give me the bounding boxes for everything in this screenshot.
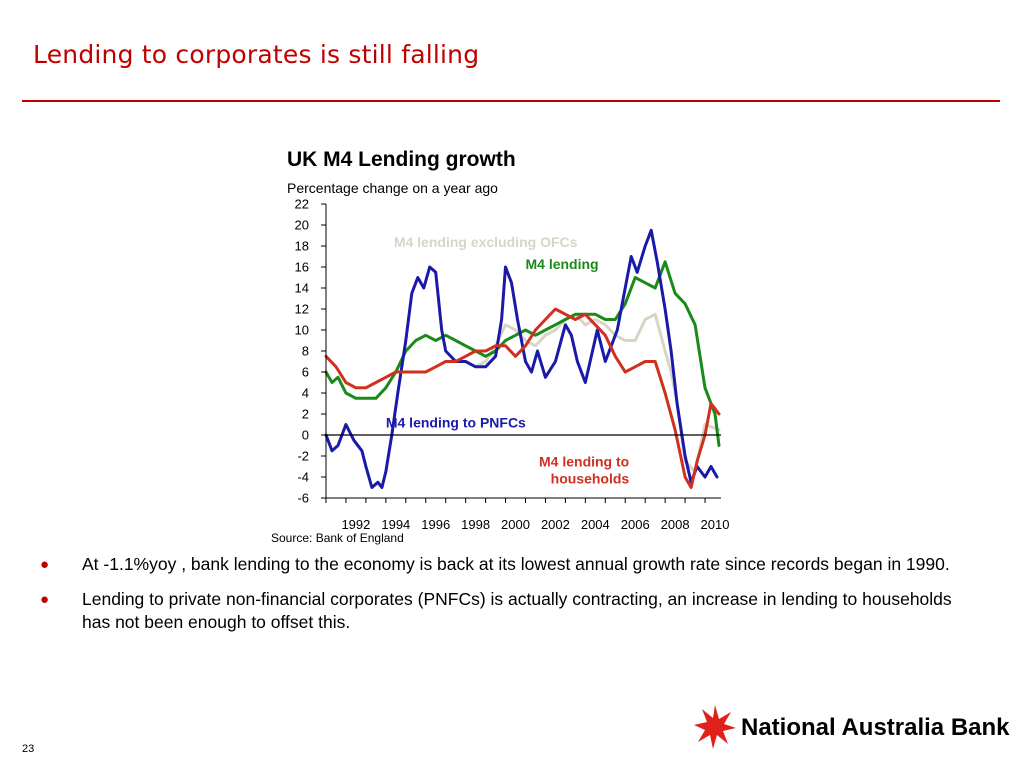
x-tick-label: 1994 [381, 517, 410, 532]
y-tick-label: 14 [295, 281, 309, 296]
nab-logo: National Australia Bank [693, 704, 1010, 750]
y-tick-label: -2 [297, 449, 309, 464]
slide-title: Lending to corporates is still falling [33, 40, 480, 69]
y-tick-label: 2 [302, 407, 309, 422]
series-label-2: M4 lending [525, 256, 598, 272]
label-layer: M4 lending excluding OFCs M4 lending M4 le… [386, 234, 630, 486]
x-tick-label: 2002 [541, 517, 570, 532]
x-tick-label: 2006 [621, 517, 650, 532]
y-tick-label: -6 [297, 491, 309, 506]
bullet-item: ● Lending to private non-financial corpo… [40, 588, 980, 634]
bullet-list: ● At -1.1%yoy , bank lending to the econ… [40, 553, 980, 646]
y-tick-label: 16 [295, 260, 309, 275]
x-tick-label: 2008 [661, 517, 690, 532]
series-label-1: M4 lending excluding OFCs [394, 234, 578, 250]
logo-text: National Australia Bank [741, 714, 1010, 741]
y-tick-label: 4 [302, 386, 309, 401]
x-tick-label: 1992 [341, 517, 370, 532]
y-tick-label: 12 [295, 302, 309, 317]
page-number: 23 [22, 743, 35, 755]
bullet-icon: ● [40, 556, 50, 573]
y-tick-label: -4 [297, 470, 309, 485]
chart-source: Source: Bank of England [271, 531, 404, 545]
y-tick-label: 22 [295, 197, 309, 212]
series-line-4 [324, 307, 721, 489]
x-tick-label: 2000 [501, 517, 530, 532]
bullet-text: Lending to private non-financial corpora… [82, 589, 952, 632]
bullet-icon: ● [40, 591, 50, 608]
x-tick-label: 2010 [701, 517, 730, 532]
chart-subtitle: Percentage change on a year ago [287, 180, 498, 196]
x-tick-label: 1996 [421, 517, 450, 532]
y-tick-label: 18 [295, 239, 309, 254]
bullet-item: ● At -1.1%yoy , bank lending to the econ… [40, 553, 980, 576]
bullet-text: At -1.1%yoy , bank lending to the econom… [82, 554, 950, 574]
y-tick-label: 6 [302, 365, 309, 380]
chart-title: UK M4 Lending growth [287, 148, 516, 171]
series-label-3: M4 lending to PNFCs [386, 415, 526, 431]
title-divider [22, 100, 1000, 102]
series-line-3 [324, 228, 719, 489]
series-layer [324, 228, 721, 489]
y-tick-label: 10 [295, 323, 309, 338]
series-label-4: M4 lending to households [539, 454, 629, 487]
x-tick-label: 2004 [581, 517, 610, 532]
star-icon [694, 705, 736, 749]
y-tick-label: 20 [295, 218, 309, 233]
y-tick-label: 8 [302, 344, 309, 359]
x-tick-label: 1998 [461, 517, 490, 532]
y-tick-label: 0 [302, 428, 309, 443]
